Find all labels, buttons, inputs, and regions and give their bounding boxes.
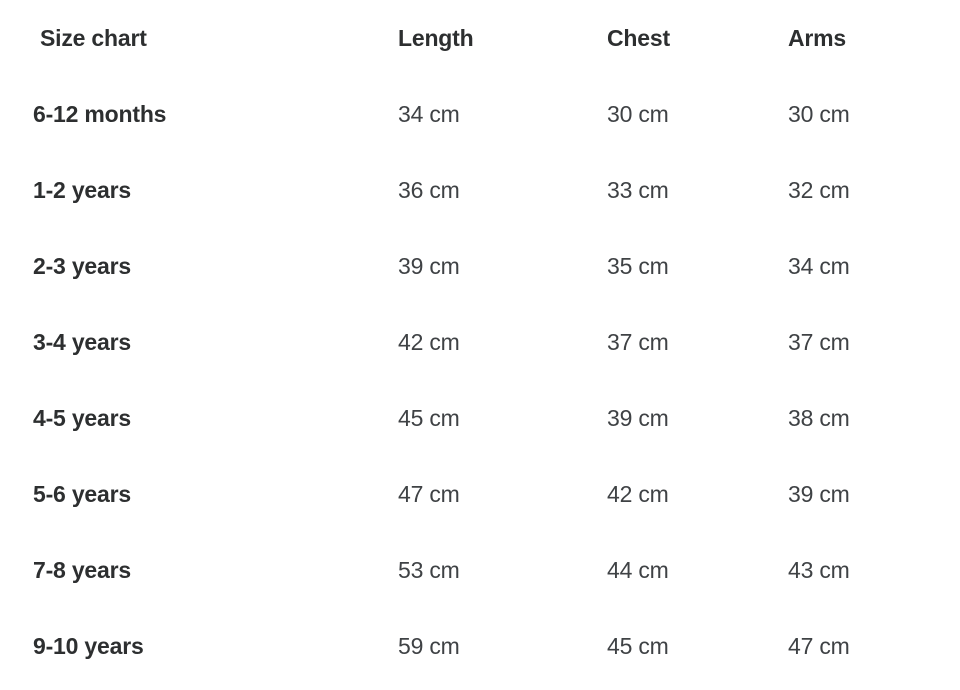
arms-value: 38 cm — [788, 404, 850, 431]
column-header-size-chart: Size chart — [40, 24, 147, 51]
length-value: 47 cm — [398, 480, 460, 507]
column-header-length: Length — [398, 24, 474, 51]
arms-value: 32 cm — [788, 176, 850, 203]
row-label: 7-8 years — [33, 556, 131, 583]
table-row: 2-3 years 39 cm 35 cm 34 cm — [33, 228, 960, 304]
chest-value: 33 cm — [607, 176, 669, 203]
arms-value: 43 cm — [788, 556, 850, 583]
row-label: 4-5 years — [33, 404, 131, 431]
arms-value: 30 cm — [788, 100, 850, 127]
table-row: 7-8 years 53 cm 44 cm 43 cm — [33, 532, 960, 608]
length-value: 53 cm — [398, 556, 460, 583]
chest-value: 42 cm — [607, 480, 669, 507]
row-label: 3-4 years — [33, 328, 131, 355]
length-value: 59 cm — [398, 632, 460, 659]
row-label: 1-2 years — [33, 176, 131, 203]
table-row: 1-2 years 36 cm 33 cm 32 cm — [33, 152, 960, 228]
table-header-row: Size chart Length Chest Arms — [33, 0, 960, 76]
arms-value: 37 cm — [788, 328, 850, 355]
row-label: 5-6 years — [33, 480, 131, 507]
row-label: 2-3 years — [33, 252, 131, 279]
table-row: 4-5 years 45 cm 39 cm 38 cm — [33, 380, 960, 456]
chest-value: 35 cm — [607, 252, 669, 279]
chest-value: 45 cm — [607, 632, 669, 659]
length-value: 39 cm — [398, 252, 460, 279]
table-row: 9-10 years 59 cm 45 cm 47 cm — [33, 608, 960, 684]
row-label: 6-12 months — [33, 100, 167, 127]
arms-value: 34 cm — [788, 252, 850, 279]
length-value: 34 cm — [398, 100, 460, 127]
length-value: 36 cm — [398, 176, 460, 203]
chest-value: 39 cm — [607, 404, 669, 431]
chest-value: 37 cm — [607, 328, 669, 355]
arms-value: 47 cm — [788, 632, 850, 659]
column-header-chest: Chest — [607, 24, 670, 51]
length-value: 42 cm — [398, 328, 460, 355]
chest-value: 44 cm — [607, 556, 669, 583]
chest-value: 30 cm — [607, 100, 669, 127]
table-row: 3-4 years 42 cm 37 cm 37 cm — [33, 304, 960, 380]
length-value: 45 cm — [398, 404, 460, 431]
row-label: 9-10 years — [33, 632, 144, 659]
table-row: 5-6 years 47 cm 42 cm 39 cm — [33, 456, 960, 532]
arms-value: 39 cm — [788, 480, 850, 507]
table-row: 6-12 months 34 cm 30 cm 30 cm — [33, 76, 960, 152]
column-header-arms: Arms — [788, 24, 847, 51]
